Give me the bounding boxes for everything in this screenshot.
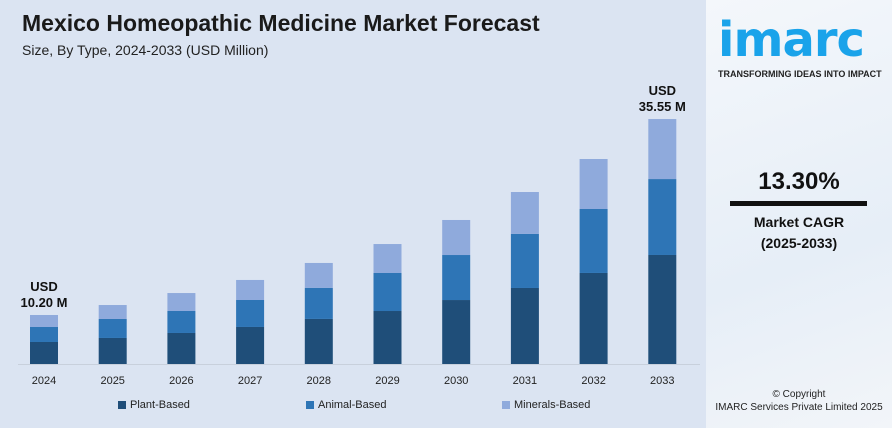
bar-plant-based-2026 [167, 332, 196, 364]
imarc-logo: imarc [718, 12, 865, 68]
bar-plant-based-2028 [304, 318, 333, 364]
bar-minerals-based-2033 [648, 119, 677, 180]
cagr-value: 13.30% [758, 168, 840, 195]
bar-animal-based-2031 [510, 233, 539, 288]
bar-animal-based-2026 [167, 310, 196, 333]
bar-plant-based-2030 [442, 300, 471, 364]
legend-swatch [118, 401, 126, 409]
bar-minerals-based-2031 [510, 192, 539, 234]
copyright-line2: IMARC Services Private Limited 2025 [715, 402, 883, 413]
data-label-value: 35.55 M [639, 99, 686, 114]
x-tick-label: 2027 [238, 375, 262, 387]
cagr-label-text: Market CAGR [753, 214, 845, 230]
bar-minerals-based-2032 [579, 159, 608, 210]
bar-plant-based-2032 [579, 272, 608, 364]
copyright-line1: © Copyright [772, 389, 826, 400]
bar-plant-based-2027 [236, 326, 265, 364]
bar-plant-based-2024 [30, 341, 58, 364]
bar-animal-based-2033 [648, 179, 677, 255]
bar-plant-based-2029 [373, 311, 402, 364]
bar-plant-based-2025 [98, 337, 127, 364]
x-tick-label: 2029 [375, 375, 399, 387]
legend-plant-based: Plant-Based [118, 399, 190, 411]
legend-label: Plant-Based [130, 399, 190, 411]
divider [730, 201, 867, 206]
bar-minerals-based-2026 [167, 293, 196, 311]
bar-animal-based-2025 [98, 318, 127, 338]
bar-animal-based-2029 [373, 273, 402, 312]
data-label-value: 10.20 M [21, 295, 68, 310]
data-label-currency: USD [30, 279, 57, 294]
sidebar: imarc TRANSFORMING IDEAS INTO IMPACT 13.… [706, 0, 892, 428]
bar-animal-based-2024 [30, 327, 58, 342]
bar-animal-based-2027 [236, 299, 265, 327]
bar-plant-based-2031 [510, 287, 539, 364]
legend-label: Minerals-Based [514, 399, 591, 411]
x-tick-label: 2033 [650, 375, 674, 387]
copyright: © Copyright IMARC Services Private Limite… [706, 388, 892, 414]
bar-chart: 2024 2025 2026 2027 2028 2029 2030 2031 2032 2033… [18, 83, 700, 387]
legend-label: Animal-Based [318, 399, 387, 411]
cagr-period: (2025-2033) [760, 235, 838, 251]
x-tick-label: 2024 [32, 375, 56, 387]
legend-swatch [502, 401, 510, 409]
cagr-label: Market CAGR (2025-2033) [706, 212, 892, 254]
bar-plant-based-2033 [648, 254, 677, 364]
bar-minerals-based-2025 [98, 305, 127, 319]
bar-animal-based-2032 [579, 209, 608, 273]
x-tick-label: 2030 [444, 375, 468, 387]
legend-minerals-based: Minerals-Based [502, 399, 590, 411]
bar-animal-based-2030 [442, 255, 471, 301]
bar-minerals-based-2027 [236, 279, 265, 300]
chart-panel: 2024 2025 2026 2027 2028 2029 2030 2031 2032 2033… [18, 10, 700, 411]
legend-swatch [306, 401, 314, 409]
legend-animal-based: Animal-Based [306, 399, 386, 411]
data-label-currency: USD [649, 83, 676, 98]
bar-minerals-based-2028 [304, 262, 333, 288]
tagline: TRANSFORMING IDEAS INTO IMPACT [718, 69, 882, 79]
bar-minerals-based-2030 [442, 219, 471, 256]
chart-title: Mexico Homeopathic Medicine Market Forec… [22, 10, 540, 36]
x-tick-label: 2028 [307, 375, 331, 387]
bar-animal-based-2028 [304, 287, 333, 319]
x-tick-label: 2032 [581, 375, 605, 387]
chart-subtitle: Size, By Type, 2024-2033 (USD Million) [22, 42, 269, 58]
bar-minerals-based-2029 [373, 244, 402, 274]
bar-minerals-based-2024 [30, 314, 58, 328]
x-tick-label: 2026 [169, 375, 193, 387]
x-tick-label: 2031 [513, 375, 537, 387]
x-tick-label: 2025 [100, 375, 124, 387]
